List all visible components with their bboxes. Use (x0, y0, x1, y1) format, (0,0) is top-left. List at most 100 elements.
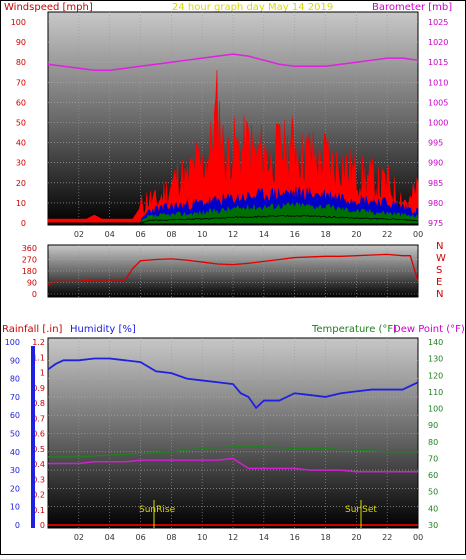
x-tick-label: 06 (136, 230, 146, 239)
wind-tick-label: 50 (16, 119, 26, 128)
humidity-axis-title: Humidity [%] (70, 324, 136, 335)
compass-label: S (436, 265, 442, 276)
wind-tick-label: 100 (11, 18, 26, 27)
x-tick-label: 22 (382, 533, 392, 542)
temperature-tick-label: 60 (428, 471, 438, 480)
weather-panel (47, 337, 419, 529)
wind-tick-label: 80 (16, 58, 26, 67)
temperature-tick-label: 70 (428, 454, 438, 463)
rainfall-axis-bar (31, 346, 35, 528)
direction-line (47, 253, 419, 286)
wind-tick-label: 40 (16, 139, 26, 148)
sunrise-label: SunRise (139, 505, 176, 515)
x-tick-label: 00 (413, 533, 423, 542)
wind-axis-title: Windspeed [mph] (4, 2, 93, 13)
wind-gust-area (47, 70, 419, 224)
compass-label: N (436, 289, 443, 300)
barometer-line (47, 53, 419, 71)
barometer-tick-label: 1020 (428, 38, 448, 47)
rainfall-tick-label: 0.9 (32, 384, 45, 393)
wind-tick-label: 10 (16, 199, 26, 208)
wind-tick-label: 0 (21, 219, 26, 228)
barometer-tick-label: 1025 (428, 18, 448, 27)
temperature-axis-title: Temperature (°F) (311, 324, 397, 335)
rainfall-tick-label: 0.8 (32, 399, 45, 408)
wind-tick-label: 90 (16, 38, 26, 47)
x-tick-label: 16 (290, 230, 300, 239)
rainfall-tick-label: 0.1 (32, 506, 45, 515)
x-tick-label: 06 (136, 533, 146, 542)
temperature-tick-label: 130 (428, 355, 443, 364)
temperature-tick-label: 40 (428, 504, 438, 513)
rainfall-tick-label: 0.7 (32, 414, 45, 423)
x-tick-label: 04 (105, 230, 115, 239)
x-tick-label: 16 (290, 533, 300, 542)
barometer-tick-label: 985 (428, 179, 443, 188)
dewpoint-line (48, 457, 418, 473)
x-tick-label: 14 (259, 533, 269, 542)
humidity-tick-label: 60 (10, 411, 20, 420)
sunset-label: SunSet (345, 505, 377, 515)
rainfall-tick-label: 0.2 (32, 491, 45, 500)
humidity-tick-label: 0 (15, 521, 20, 530)
direction-tick-label: 180 (22, 267, 37, 276)
direction-panel (47, 244, 419, 298)
temperature-tick-label: 30 (428, 521, 438, 530)
direction-tick-label: 90 (27, 279, 37, 288)
humidity-tick-label: 40 (10, 448, 20, 457)
series-layer (47, 53, 419, 526)
direction-tick-label: 360 (22, 244, 37, 253)
temperature-tick-label: 140 (428, 338, 443, 347)
rainfall-tick-label: 0.5 (32, 445, 45, 454)
x-tick-label: 12 (228, 533, 238, 542)
compass-label: N (436, 241, 443, 252)
wind-tick-label: 70 (16, 78, 26, 87)
temperature-tick-label: 50 (428, 488, 438, 497)
direction-tick-label: 270 (22, 256, 37, 265)
humidity-tick-label: 80 (10, 375, 20, 384)
temperature-tick-label: 80 (428, 438, 438, 447)
barometer-tick-label: 990 (428, 159, 443, 168)
x-tick-label: 22 (382, 230, 392, 239)
humidity-tick-label: 20 (10, 484, 20, 493)
humidity-tick-label: 50 (10, 430, 20, 439)
rainfall-tick-label: 1.1 (32, 353, 45, 362)
barometer-tick-label: 1000 (428, 119, 448, 128)
x-tick-label: 00 (413, 230, 423, 239)
barometer-tick-label: 1005 (428, 98, 448, 107)
barometer-tick-label: 980 (428, 199, 443, 208)
humidity-tick-label: 10 (10, 503, 20, 512)
x-tick-label: 20 (351, 533, 361, 542)
x-tick-label: 08 (166, 533, 176, 542)
rainfall-axis-title: Rainfall [.in] (2, 324, 63, 335)
humidity-tick-label: 100 (5, 338, 20, 347)
x-tick-label: 02 (74, 533, 84, 542)
rainfall-tick-label: 0 (40, 521, 45, 530)
temperature-tick-label: 120 (428, 371, 443, 380)
direction-tick-label: 0 (32, 290, 37, 299)
wind-tick-label: 20 (16, 179, 26, 188)
wind-tick-label: 30 (16, 159, 26, 168)
x-tick-label: 10 (197, 230, 207, 239)
x-tick-label: 18 (321, 533, 331, 542)
x-tick-label: 08 (166, 230, 176, 239)
rainfall-tick-label: 0.4 (32, 460, 45, 469)
x-tick-label: 14 (259, 230, 269, 239)
x-tick-label: 10 (197, 533, 207, 542)
compass-label: E (436, 277, 442, 288)
humidity-tick-label: 30 (10, 466, 20, 475)
x-tick-label: 02 (74, 230, 84, 239)
temperature-tick-label: 90 (428, 421, 438, 430)
rainfall-tick-label: 1 (40, 369, 45, 378)
rainfall-tick-label: 1.2 (32, 338, 45, 347)
x-tick-label: 20 (351, 230, 361, 239)
chart-title: 24 hour graph day May 14 2019 (172, 2, 333, 13)
x-tick-label: 04 (105, 533, 115, 542)
wind-min-line (48, 214, 419, 224)
barometer-tick-label: 995 (428, 139, 443, 148)
humidity-line (47, 357, 419, 410)
temperature-tick-label: 110 (428, 388, 443, 397)
